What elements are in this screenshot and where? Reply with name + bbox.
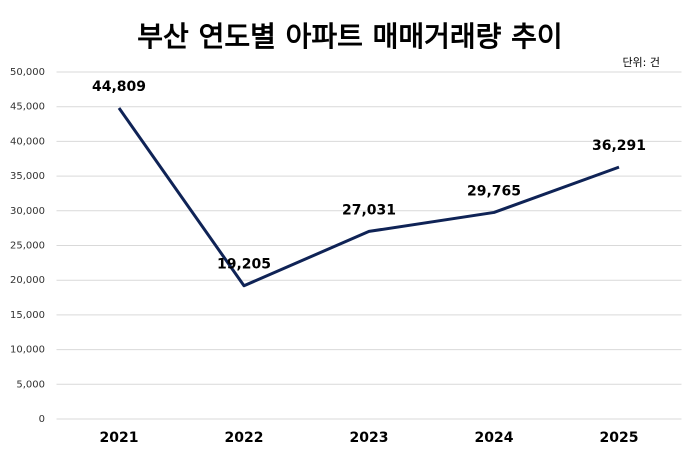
x-tick-label: 2021 bbox=[100, 430, 139, 446]
data-line bbox=[117, 107, 620, 288]
unit-note: 단위: 건 bbox=[622, 56, 660, 69]
y-tick-label: 0 bbox=[39, 414, 45, 425]
x-tick-label: 2022 bbox=[225, 430, 264, 446]
x-tick-label: 2023 bbox=[350, 430, 389, 446]
y-tick-label: 35,000 bbox=[10, 171, 45, 182]
y-tick-label: 50,000 bbox=[10, 67, 45, 78]
y-tick-label: 15,000 bbox=[10, 310, 45, 321]
value-label: 19,205 bbox=[217, 257, 271, 273]
x-tick-label: 2025 bbox=[600, 430, 639, 446]
chart-title: 부산 연도별 아파트 매매거래량 추이 bbox=[137, 20, 562, 53]
y-tick-label: 5,000 bbox=[16, 379, 45, 390]
y-tick-label: 30,000 bbox=[10, 206, 45, 217]
y-tick-label: 20,000 bbox=[10, 275, 45, 286]
value-label: 44,809 bbox=[92, 79, 146, 95]
y-tick-label: 40,000 bbox=[10, 136, 45, 147]
value-label: 29,765 bbox=[467, 183, 521, 199]
value-label: 36,291 bbox=[592, 138, 646, 154]
x-tick-label: 2024 bbox=[475, 430, 514, 446]
value-label: 27,031 bbox=[342, 202, 396, 218]
y-tick-label: 25,000 bbox=[10, 241, 45, 252]
y-tick-label: 45,000 bbox=[10, 102, 45, 113]
y-tick-label: 10,000 bbox=[10, 345, 45, 356]
